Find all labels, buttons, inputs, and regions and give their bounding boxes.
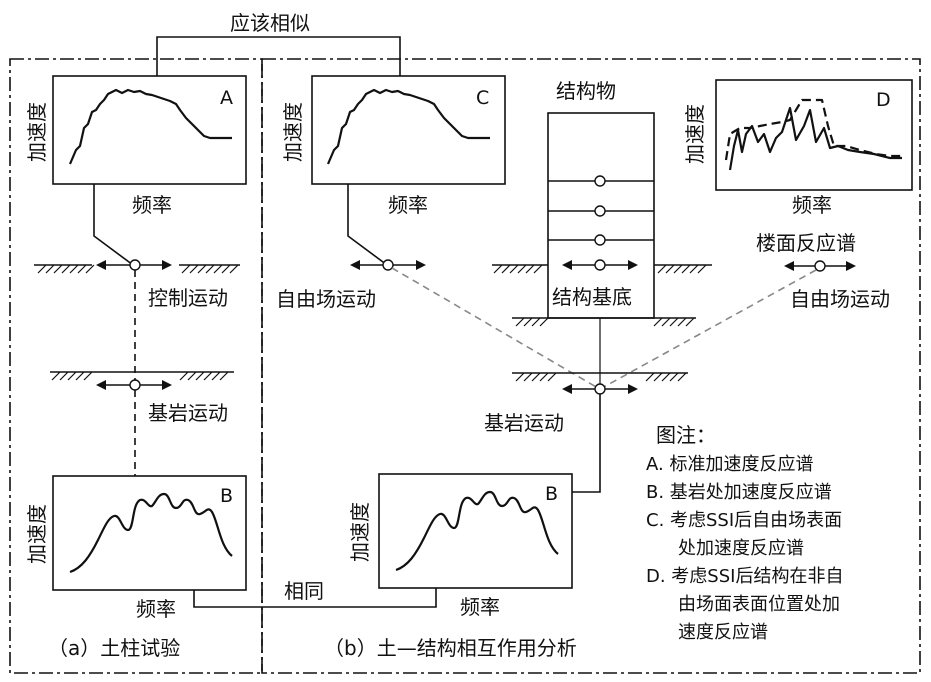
same-connector xyxy=(193,588,437,608)
free-field-right-label: 自由场运动 xyxy=(790,287,890,311)
plot-b-right-ylabel: 加速度 xyxy=(348,502,372,562)
panel-b-caption: （b）土—结构相互作用分析 xyxy=(324,636,577,660)
free-field-left-label: 自由场运动 xyxy=(276,287,376,311)
panel-a-caption: （a）土柱试验 xyxy=(48,636,180,660)
legend-line-1: A. 标准加速度反应谱 xyxy=(646,454,813,475)
plot-a: A 加速度 频率 xyxy=(25,75,247,217)
plot-d-letter: D xyxy=(876,89,891,111)
plot-d-xlabel: 频率 xyxy=(792,193,832,217)
plot-b-left-letter: B xyxy=(220,485,233,507)
plot-a-curve xyxy=(68,88,232,165)
structure-label: 结构物 xyxy=(556,79,616,103)
legend-line-5: D. 考虑SSI后结构在非自 xyxy=(646,566,843,587)
plot-b-right-letter: B xyxy=(545,483,558,505)
bedrock-node-a xyxy=(129,379,141,391)
structure-base-label: 结构基底 xyxy=(552,285,632,309)
legend-line-6: 由场面表面位置处加 xyxy=(678,594,840,615)
plot-b-left: B 加速度 频率 xyxy=(25,475,247,621)
similar-label: 应该相似 xyxy=(230,11,310,35)
legend-line-3: C. 考虑SSI后自由场表面 xyxy=(646,510,842,531)
legend-line-4: 处加速度反应谱 xyxy=(678,538,804,559)
plot-a-box xyxy=(52,75,247,185)
free-field-node-left xyxy=(382,259,394,271)
free-field-node-right xyxy=(814,260,826,272)
plot-b-right-curve xyxy=(395,490,559,572)
legend-title: 图注： xyxy=(656,423,716,447)
floor-node-1 xyxy=(594,175,606,187)
plot-c-letter: C xyxy=(476,87,489,109)
plot-a-letter: A xyxy=(220,87,233,109)
plot-c-xlabel: 频率 xyxy=(388,193,428,217)
panel-b-ground: 自由场运动 结构物 结构基底 楼面反应谱 自由场运动 xyxy=(276,79,890,493)
legend-line-2: B. 基岩处加速度反应谱 xyxy=(646,482,832,503)
plot-c-ylabel: 加速度 xyxy=(281,102,305,162)
plot-b-right-box xyxy=(378,473,573,589)
panel-a-soil-column: 控制运动 基岩运动 xyxy=(34,184,240,476)
control-motion-label: 控制运动 xyxy=(148,286,228,310)
plot-b-left-curve xyxy=(69,492,233,574)
floor-node-2 xyxy=(594,205,606,217)
plot-b-right-xlabel: 频率 xyxy=(460,595,500,619)
legend: 图注： A. 标准加速度反应谱 B. 基岩处加速度反应谱 C. 考虑SSI后自由… xyxy=(646,423,843,643)
control-motion-node xyxy=(129,259,141,271)
same-label: 相同 xyxy=(284,579,324,603)
plot-c-curve xyxy=(326,88,490,165)
plot-b-right: B 加速度 频率 xyxy=(348,473,573,619)
plot-b-left-xlabel: 频率 xyxy=(136,597,176,621)
plot-b-left-ylabel: 加速度 xyxy=(25,504,49,564)
plot-c: C 加速度 频率 xyxy=(281,75,506,217)
plot-b-left-box xyxy=(52,475,247,591)
panel-b-frame xyxy=(261,58,921,674)
plot-d: D 加速度 频率 xyxy=(683,79,913,217)
bedrock-motion-a-label: 基岩运动 xyxy=(148,401,228,425)
bedrock-node-b xyxy=(594,383,606,395)
floor-node-3 xyxy=(594,234,606,246)
floor-spectrum-label: 楼面反应谱 xyxy=(756,231,856,255)
plot-a-xlabel: 频率 xyxy=(132,193,172,217)
floor-node-4 xyxy=(594,259,606,271)
plot-d-ylabel: 加速度 xyxy=(683,104,707,164)
similar-connector xyxy=(156,36,401,76)
legend-line-7: 速度反应谱 xyxy=(678,622,768,643)
bedrock-motion-b-label: 基岩运动 xyxy=(484,411,564,435)
plot-a-ylabel: 加速度 xyxy=(25,102,49,162)
plot-d-dashed-curve xyxy=(724,98,902,161)
plot-d-solid-curve xyxy=(728,106,902,171)
